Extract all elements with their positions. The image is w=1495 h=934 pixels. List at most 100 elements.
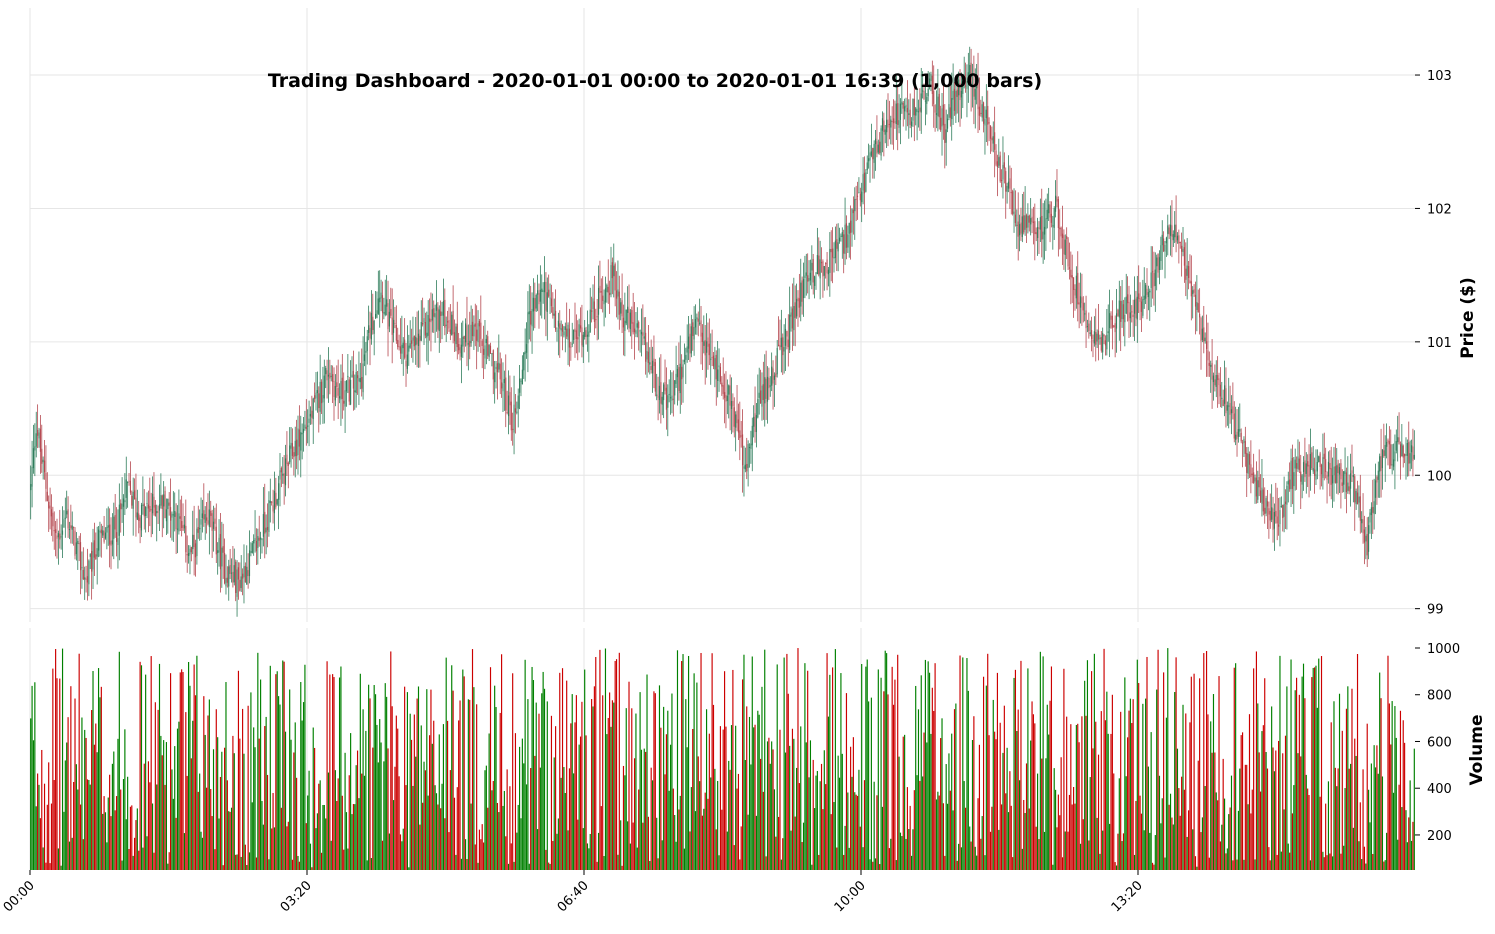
volume-bar <box>441 783 443 870</box>
candle-body <box>294 440 296 457</box>
volume-bar <box>557 818 559 870</box>
volume-bar <box>1160 823 1162 870</box>
candle-body <box>1196 302 1198 310</box>
volume-bar <box>362 709 364 870</box>
volume-bar <box>697 756 699 870</box>
candle-body <box>742 434 744 466</box>
candle-body <box>1057 199 1059 229</box>
volume-bar <box>650 767 652 870</box>
volume-bar <box>1117 833 1119 870</box>
volume-bar <box>1031 701 1033 870</box>
candle-body <box>917 111 920 113</box>
volume-bar <box>640 749 643 870</box>
volume-bar <box>588 848 590 870</box>
candle-body <box>471 321 474 337</box>
volume-bar <box>1020 660 1022 870</box>
volume-bar <box>506 769 508 870</box>
volume-bar <box>1269 860 1271 870</box>
volume-bar <box>539 767 541 870</box>
volume-bar <box>1027 668 1029 870</box>
volume-bar <box>646 674 648 870</box>
volume-bar <box>995 739 997 870</box>
volume-bar <box>1025 763 1028 870</box>
volume-bar <box>1078 742 1080 870</box>
volume-bar <box>1042 656 1044 870</box>
candle-body <box>976 81 978 89</box>
volume-bar <box>1334 767 1336 870</box>
candle-body <box>1125 296 1127 314</box>
volume-bar <box>532 680 535 870</box>
volume-bar <box>898 756 900 870</box>
candle-body <box>556 330 558 332</box>
candle-body <box>343 400 345 404</box>
time-tick-label: 06:40 <box>555 878 592 915</box>
candle-body <box>981 104 983 118</box>
volume-bar <box>117 738 119 870</box>
candle-body <box>814 276 816 286</box>
candle-body <box>1046 209 1048 220</box>
candle-body <box>1050 213 1052 223</box>
candle-body <box>122 498 125 507</box>
candle-body <box>1381 449 1384 469</box>
volume-bar <box>664 774 666 870</box>
candle-body <box>1143 295 1145 300</box>
candle-body <box>156 510 158 514</box>
candle-body <box>1397 437 1399 443</box>
volume-bar <box>158 663 161 870</box>
volume-bar <box>897 654 899 870</box>
volume-bar <box>1000 804 1003 870</box>
volume-bar <box>322 805 324 870</box>
volume-bar <box>283 661 285 870</box>
volume-bar <box>433 720 435 870</box>
volume-bar <box>566 680 568 870</box>
candle-body <box>1210 364 1212 367</box>
volume-bar <box>682 654 684 870</box>
candle-body <box>643 336 645 339</box>
volume-bar <box>858 769 860 870</box>
candle-body <box>642 332 644 336</box>
candle-body <box>1212 375 1215 383</box>
candle-body <box>1146 288 1148 295</box>
volume-bar <box>818 854 820 870</box>
candle-body <box>1075 275 1077 299</box>
volume-bar <box>1244 764 1246 870</box>
candle-body <box>1028 215 1030 223</box>
volume-bar <box>762 791 764 870</box>
volume-bar <box>1019 780 1021 870</box>
volume-bar <box>1107 733 1109 870</box>
candle-body <box>812 259 814 283</box>
volume-bar <box>1304 698 1306 870</box>
candle-body <box>254 538 256 541</box>
volume-bar <box>874 858 877 870</box>
candle-body <box>1376 476 1378 483</box>
volume-bar <box>503 790 505 870</box>
volume-bar <box>424 770 426 870</box>
candle-body <box>85 578 87 580</box>
candle-body <box>204 514 206 523</box>
volume-bar <box>708 733 710 870</box>
candle-body <box>1266 501 1269 507</box>
candle-body <box>858 192 860 194</box>
volume-bar <box>139 661 141 870</box>
volume-bar <box>1251 789 1253 870</box>
candle-body <box>322 395 324 403</box>
volume-bar <box>1355 755 1357 870</box>
volume-bar <box>208 699 210 870</box>
volume-bar <box>473 687 475 870</box>
candle-body <box>1096 333 1098 342</box>
candle-body <box>271 501 273 503</box>
volume-bar <box>340 666 342 870</box>
volume-bar <box>1350 763 1352 870</box>
candle-body <box>406 354 408 369</box>
candle-body <box>908 113 910 115</box>
candle-body <box>390 309 392 316</box>
volume-bar <box>1290 659 1292 870</box>
candle-body <box>395 325 397 341</box>
volume-bar <box>1046 704 1048 870</box>
candle-body <box>886 119 888 133</box>
volume-bar <box>71 837 73 870</box>
volume-bar <box>1340 853 1342 870</box>
candle-body <box>224 552 226 584</box>
candle-body <box>874 138 877 145</box>
volume-bar <box>262 824 264 870</box>
